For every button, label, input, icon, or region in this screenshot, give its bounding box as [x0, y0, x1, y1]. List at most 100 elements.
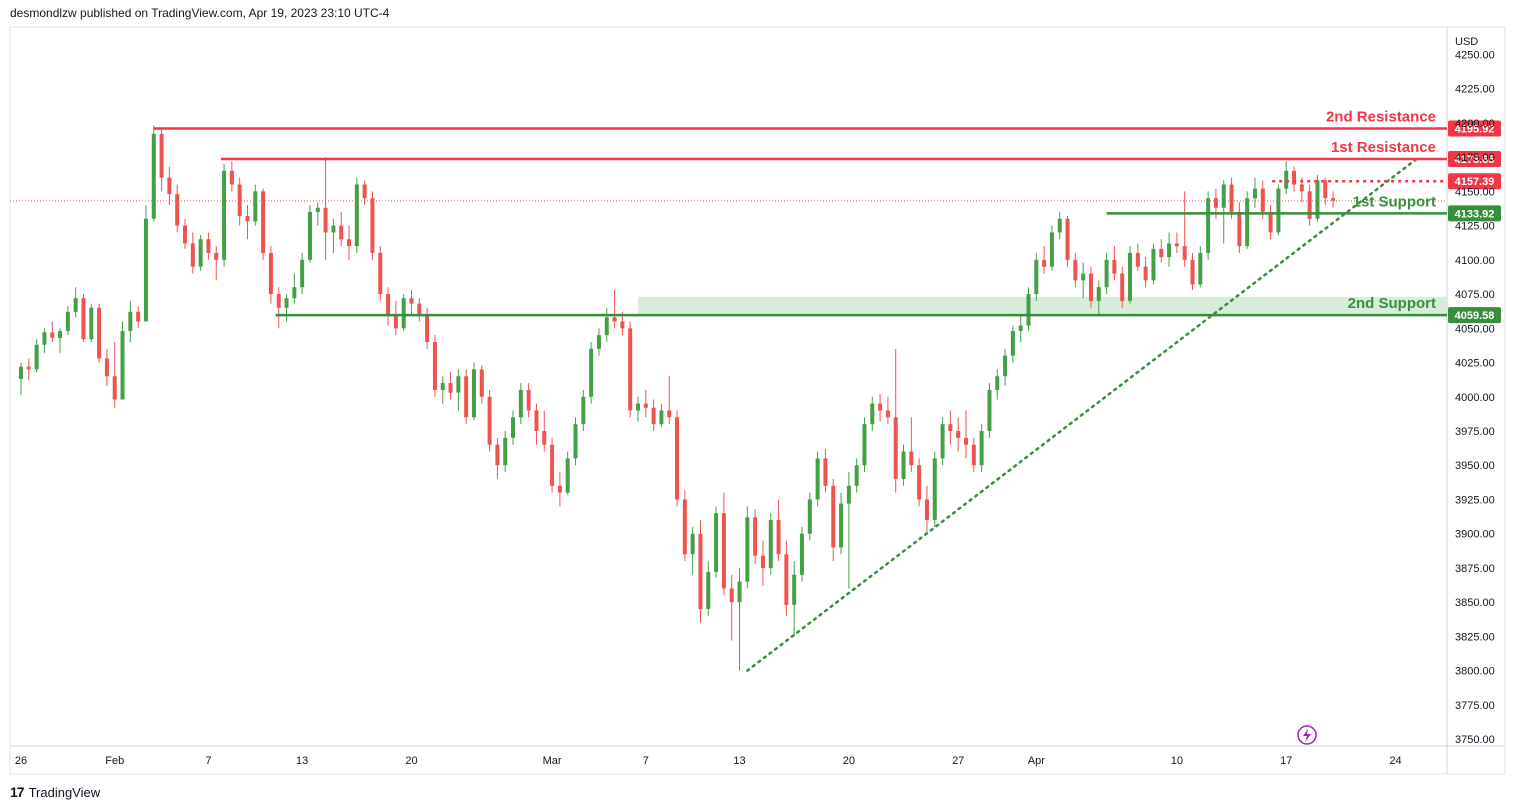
level-price-label: 4157.39	[1455, 176, 1495, 188]
y-tick-label: 4000.00	[1455, 392, 1495, 404]
candle	[1003, 348, 1008, 386]
candle	[315, 202, 320, 226]
level-2nd-support[interactable]: 2nd Support 4059.58	[275, 295, 1501, 324]
candle	[1237, 202, 1242, 253]
candle	[58, 328, 63, 353]
candle	[1331, 191, 1336, 208]
candle	[737, 567, 742, 671]
candle	[924, 485, 929, 534]
candle	[706, 561, 711, 616]
candle	[760, 540, 765, 586]
candle	[370, 191, 375, 260]
candle	[792, 561, 797, 637]
candle	[628, 321, 633, 418]
candle	[65, 306, 70, 336]
candle	[143, 205, 148, 322]
support-zone	[637, 296, 1447, 316]
x-tick-label: 26	[15, 755, 27, 767]
candle	[440, 376, 445, 404]
candles-layer	[19, 125, 1336, 671]
candle	[1167, 232, 1172, 267]
candle	[1190, 252, 1195, 290]
candle	[1284, 161, 1289, 195]
level-price-label: 4059.58	[1455, 310, 1495, 322]
chart-frame	[9, 26, 1506, 775]
candle	[1151, 243, 1156, 285]
flash-icon[interactable]	[1297, 725, 1317, 745]
candle	[909, 417, 914, 473]
candle	[1049, 225, 1054, 271]
candle	[534, 403, 539, 445]
level-price-label: 4195.92	[1455, 123, 1495, 135]
candle	[1073, 252, 1078, 288]
time-axis[interactable]: 26 Feb 7 13 20 Mar 7 13 20 27 Apr 10 17 24	[15, 755, 1402, 767]
candle	[261, 188, 266, 260]
level-1st-support[interactable]: 1st Support 4133.92	[1106, 193, 1501, 222]
level-dotted-4157.39[interactable]: 4157.39	[1272, 173, 1501, 190]
candle	[815, 451, 820, 507]
candle	[307, 205, 312, 263]
candle	[870, 396, 875, 432]
tradingview-footer[interactable]: 17 TradingView	[10, 784, 100, 800]
candle	[1128, 246, 1133, 304]
candle	[581, 389, 586, 432]
candle	[378, 246, 383, 301]
candle	[222, 163, 227, 267]
candle	[1276, 184, 1281, 236]
candle	[1159, 239, 1164, 263]
levels-layer: 2nd Resistance 4195.92 1st Resistance 4173.…	[153, 108, 1501, 672]
candle	[1018, 314, 1023, 342]
candle	[846, 472, 851, 589]
candle	[347, 225, 352, 260]
candle	[323, 157, 328, 260]
candle	[932, 451, 937, 527]
x-tick-label: 10	[1171, 755, 1183, 767]
candle	[50, 321, 55, 342]
candle	[19, 362, 23, 396]
candle	[885, 396, 890, 425]
candle	[136, 306, 141, 329]
y-tick-label: 4200.00	[1455, 118, 1495, 130]
y-tick-label: 3950.00	[1455, 460, 1495, 472]
candle	[1268, 205, 1273, 240]
x-tick-label: 27	[952, 755, 964, 767]
y-tick-label: 3800.00	[1455, 666, 1495, 678]
candle	[901, 444, 906, 486]
candle	[675, 410, 680, 507]
candle	[862, 417, 867, 473]
price-axis[interactable]: 4250.00 4225.00 4200.00 4175.00 4150.00 4125.…	[1455, 49, 1495, 746]
candle	[495, 437, 500, 479]
candle	[698, 520, 703, 623]
candle	[190, 232, 195, 274]
y-tick-label: 3975.00	[1455, 426, 1495, 438]
candle	[362, 180, 367, 206]
y-tick-label: 4125.00	[1455, 221, 1495, 233]
candle	[784, 540, 789, 616]
candle	[878, 394, 883, 422]
candle	[479, 365, 484, 404]
y-tick-label: 3750.00	[1455, 734, 1495, 746]
level-price-badge	[1448, 120, 1501, 137]
candle	[1135, 243, 1140, 271]
candle	[292, 273, 297, 304]
candle	[151, 125, 156, 222]
candle	[753, 509, 758, 564]
candle	[1081, 262, 1086, 299]
level-2nd-resistance[interactable]: 2nd Resistance 4195.92	[153, 108, 1501, 137]
candle	[1252, 177, 1257, 208]
candle	[682, 489, 687, 562]
publisher-header: desmondlzw published on TradingView.com,…	[10, 6, 390, 20]
candle	[1221, 180, 1226, 244]
level-1st-resistance[interactable]: 1st Resistance 4173.65	[220, 139, 1501, 167]
y-tick-label: 3875.00	[1455, 563, 1495, 575]
candle	[1026, 287, 1031, 332]
candle	[112, 341, 117, 408]
y-tick-label: 3825.00	[1455, 631, 1495, 643]
candle	[386, 287, 391, 326]
candle	[550, 437, 555, 493]
candle	[948, 410, 953, 445]
x-tick-label: 17	[1280, 755, 1292, 767]
candle	[823, 448, 828, 493]
candle	[432, 335, 437, 397]
